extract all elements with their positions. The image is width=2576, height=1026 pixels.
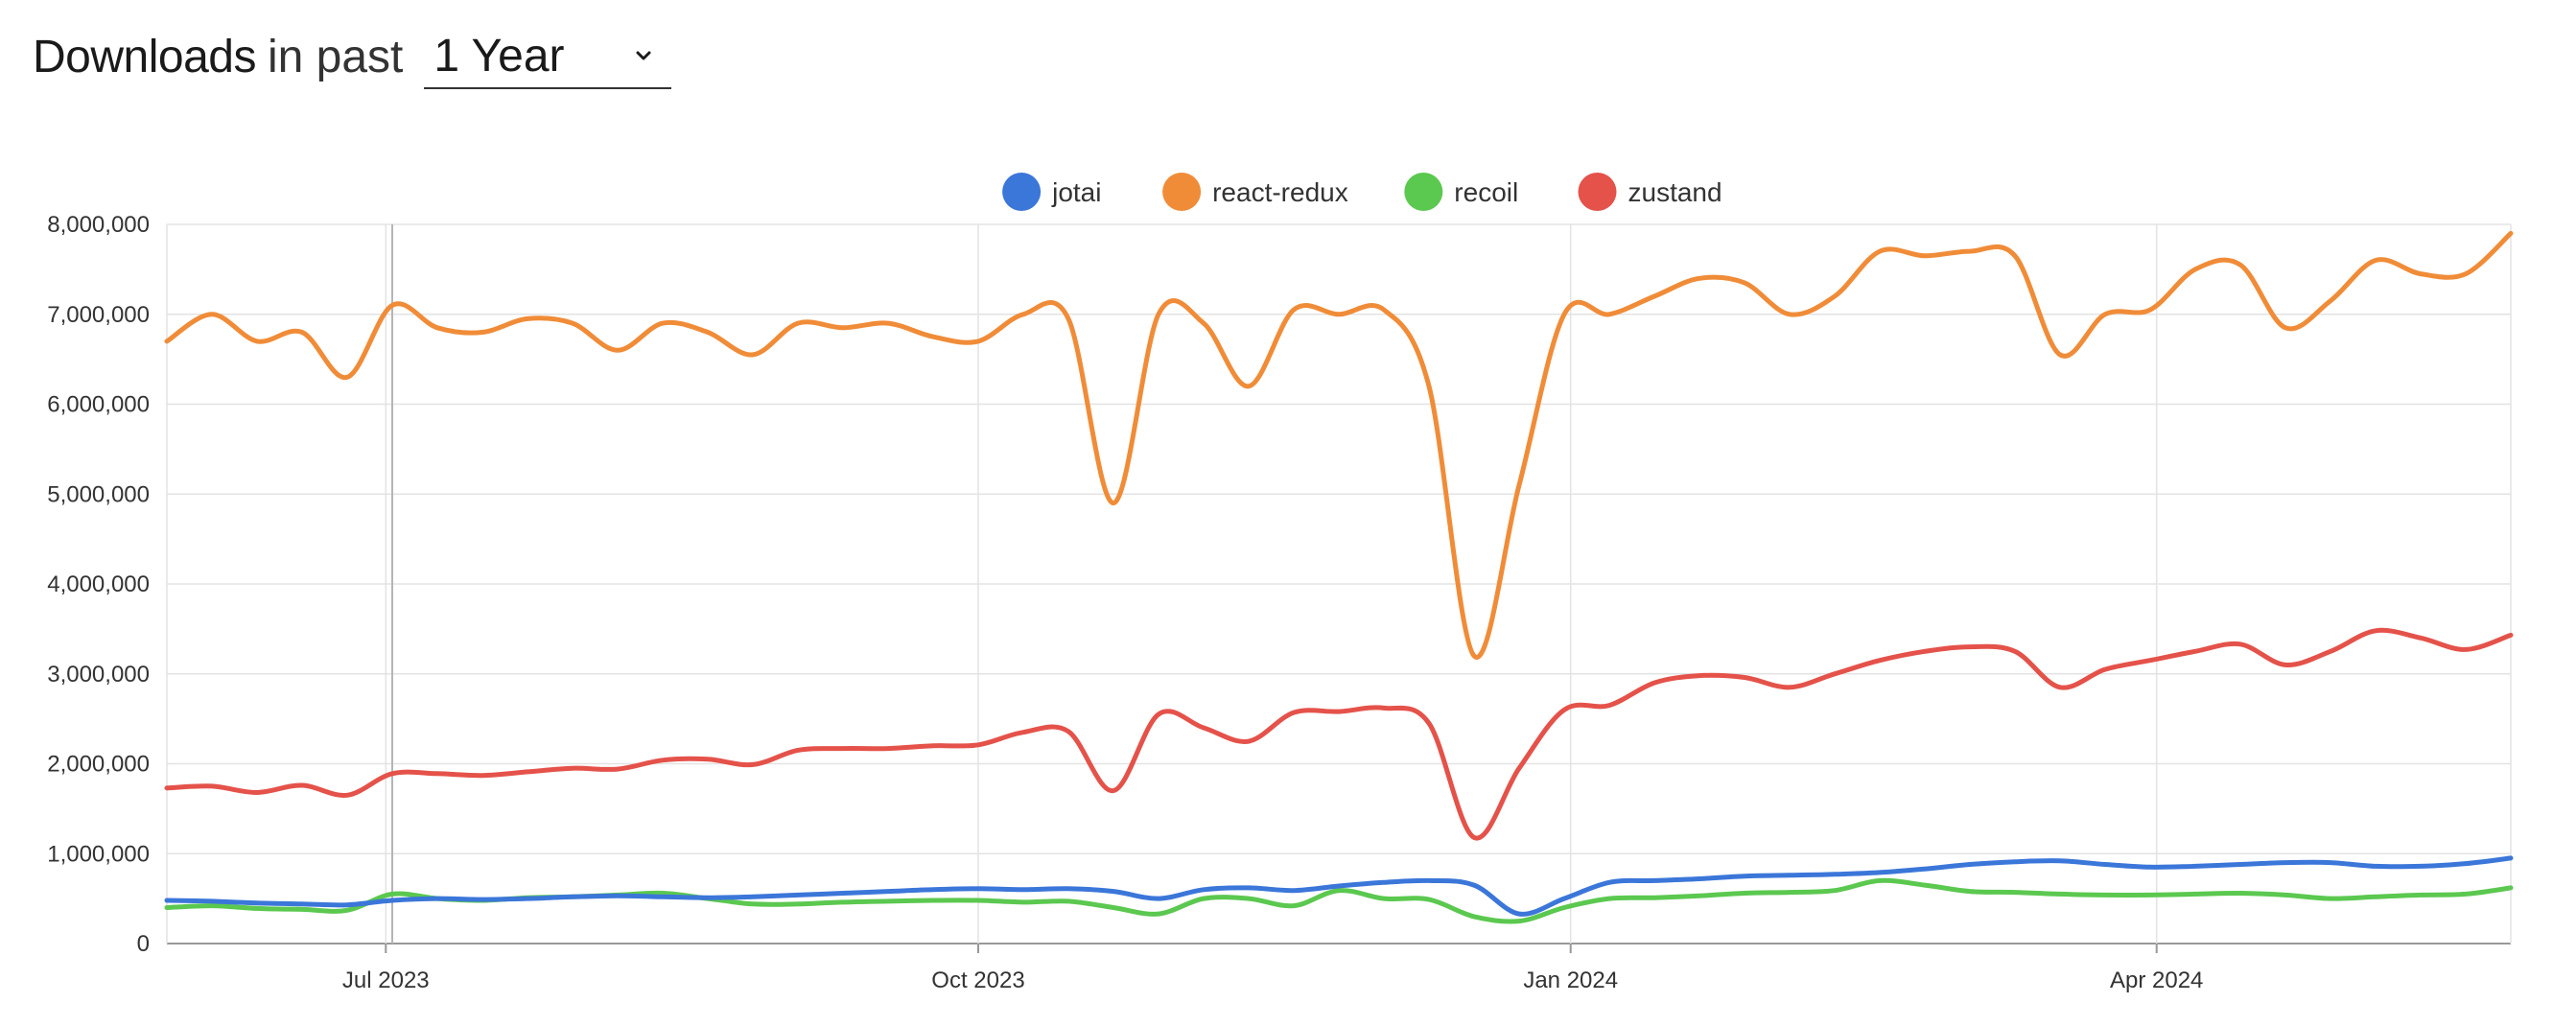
x-tick-label: Oct 2023 (931, 968, 1024, 993)
legend-label-zustand: zustand (1628, 177, 1722, 207)
y-tick-label: 5,000,000 (47, 481, 150, 507)
legend-label-react-redux: react-redux (1212, 177, 1348, 207)
series-line-react-redux (164, 230, 2514, 660)
header-title: Downloads (33, 31, 256, 82)
period-select[interactable]: 1 Year (424, 24, 672, 89)
y-tick-label: 0 (137, 931, 150, 957)
y-tick-label: 4,000,000 (47, 571, 150, 597)
y-tick-label: 2,000,000 (47, 752, 150, 778)
header-subtitle: in past (267, 31, 404, 82)
legend-marker-zustand (1578, 173, 1617, 211)
legend-marker-react-redux (1162, 173, 1202, 211)
x-tick-label: Jan 2024 (1523, 968, 1618, 993)
legend-label-recoil: recoil (1454, 177, 1518, 207)
y-tick-label: 1,000,000 (47, 841, 150, 867)
legend-marker-recoil (1404, 173, 1443, 211)
y-tick-label: 8,000,000 (47, 212, 150, 238)
y-tick-label: 7,000,000 (47, 302, 150, 328)
legend-label-jotai: jotai (1051, 177, 1101, 207)
series-line-jotai (164, 855, 2514, 917)
y-tick-label: 3,000,000 (47, 662, 150, 688)
legend-marker-jotai (1002, 173, 1042, 211)
x-tick-label: Jul 2023 (342, 968, 430, 993)
x-tick-label: Apr 2024 (2110, 968, 2203, 993)
chevron-down-icon (636, 51, 651, 60)
period-value: 1 Year (433, 30, 565, 82)
downloads-header: Downloads in past 1 Year (33, 23, 672, 90)
series-line-zustand (164, 627, 2514, 841)
y-tick-label: 6,000,000 (47, 392, 150, 418)
